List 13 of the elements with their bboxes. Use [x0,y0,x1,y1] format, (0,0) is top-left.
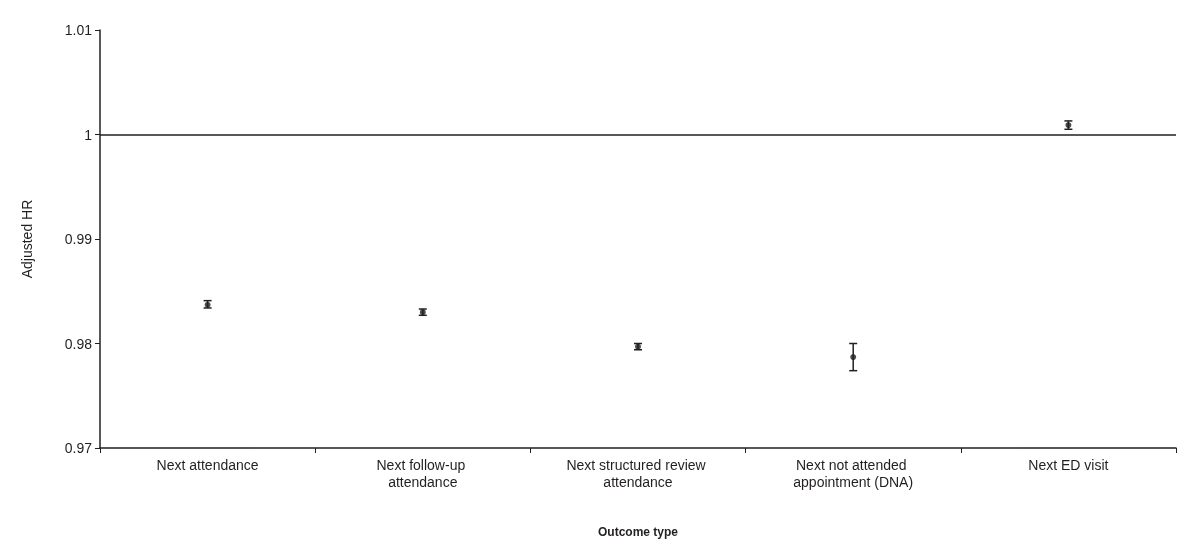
x-axis-title: Outcome type [597,525,679,539]
x-tick-label: Next structured review attendance [566,456,710,490]
y-axis-title: Adjusted HR [19,199,35,279]
x-tick-label: Next follow-up attendance [376,456,470,490]
y-tick-label: 0.99 [64,231,93,247]
y-tick-label: 1.01 [64,22,93,38]
y-tick-label: 1 [84,126,93,143]
x-tick-label: Next not attended appointment (DNA) [793,456,914,490]
point [850,354,857,361]
y-tick-label: 0.98 [64,335,93,352]
x-tick-label: Next attendance [156,456,259,473]
x-tick-label: Next ED visit [1028,456,1109,473]
y-tick-label: 0.97 [64,440,93,456]
